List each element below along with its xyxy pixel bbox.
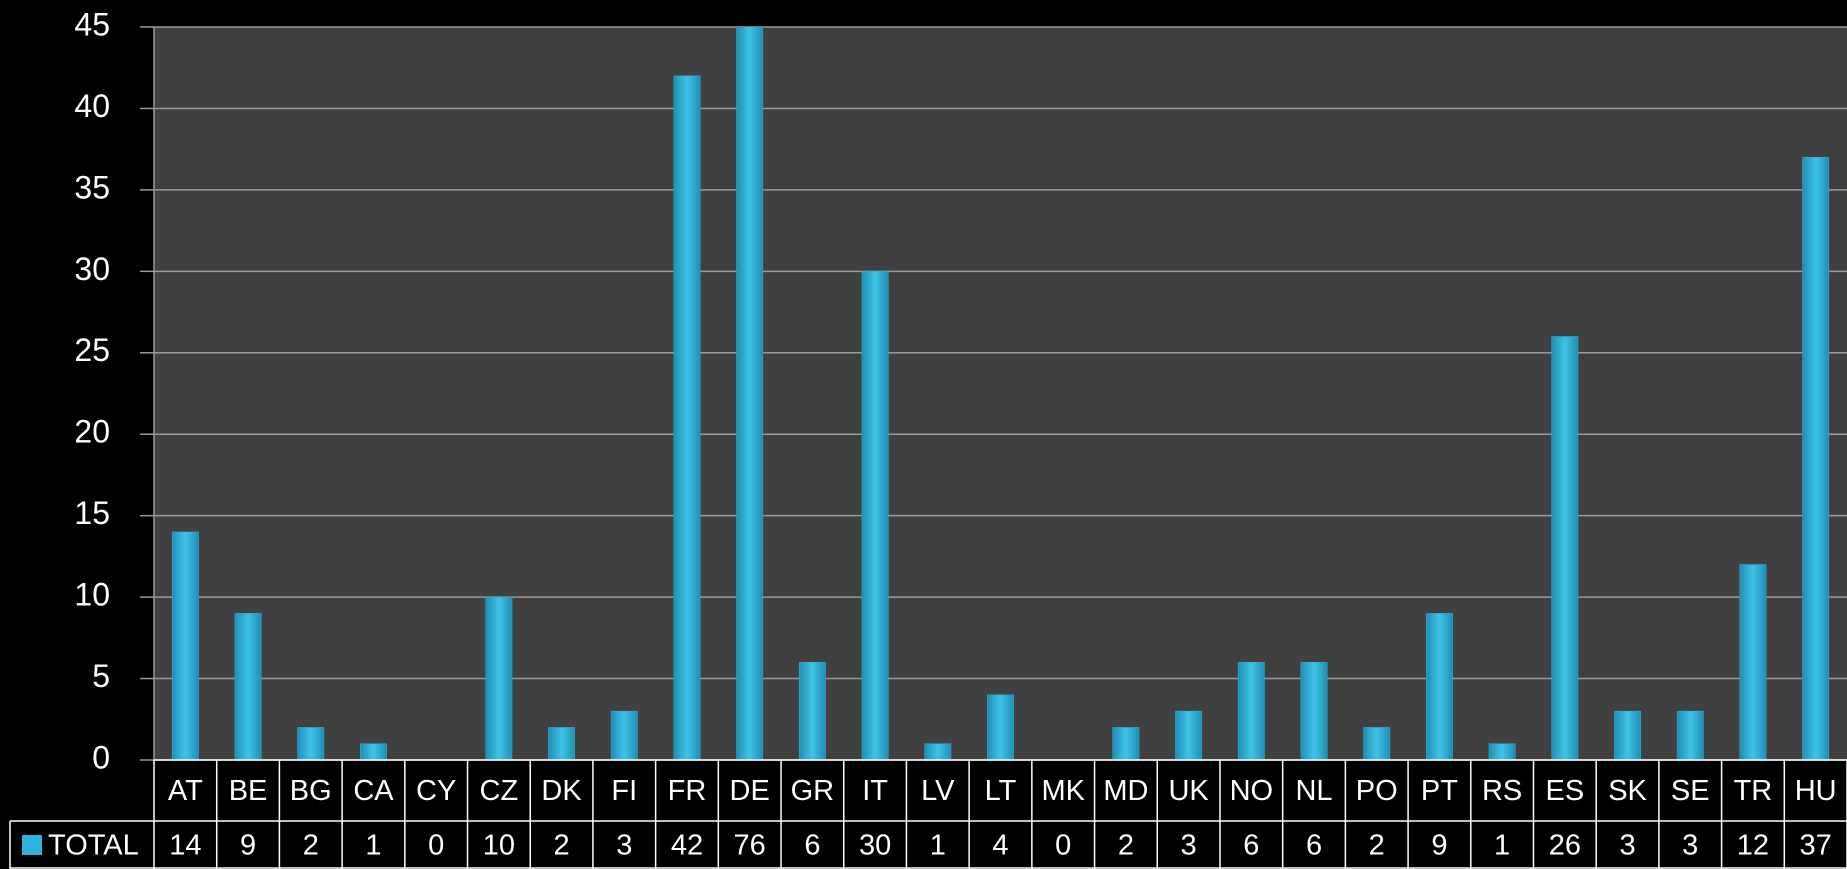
table-value: 30	[859, 830, 891, 862]
table-value: 1	[365, 830, 381, 862]
x-tick-label: SE	[1671, 775, 1710, 807]
y-tick-label: 20	[74, 414, 110, 450]
bar	[171, 531, 199, 760]
table-value: 2	[554, 830, 570, 862]
table-value: 1	[930, 830, 946, 862]
bar	[610, 710, 638, 760]
legend-label: TOTAL	[48, 830, 139, 862]
x-tick-label: PT	[1421, 775, 1458, 807]
x-tick-label: CZ	[480, 775, 519, 807]
table-value: 14	[169, 830, 201, 862]
table-value: 42	[671, 830, 703, 862]
bar	[1300, 662, 1328, 760]
bar	[1175, 710, 1203, 760]
y-tick-label: 5	[92, 658, 110, 694]
x-tick-label: MD	[1103, 775, 1148, 807]
bar	[1614, 710, 1641, 760]
table-value: 0	[428, 830, 444, 862]
bar	[1426, 613, 1453, 760]
bar	[1363, 727, 1391, 760]
bar	[485, 596, 513, 760]
table-value: 9	[240, 830, 256, 862]
x-tick-label: TR	[1734, 775, 1773, 807]
bar	[1739, 564, 1767, 760]
table-value: 12	[1737, 830, 1769, 862]
x-tick-label: GR	[791, 775, 835, 807]
table-value: 76	[734, 830, 766, 862]
table-value: 26	[1549, 830, 1581, 862]
bar	[1112, 727, 1140, 760]
x-tick-label: SK	[1608, 775, 1647, 807]
bar	[360, 743, 387, 760]
x-tick-label: NO	[1230, 775, 1274, 807]
plot-area	[154, 27, 1847, 760]
legend-swatch	[22, 835, 42, 855]
x-tick-label: BG	[290, 775, 332, 807]
bar	[1237, 662, 1265, 760]
x-tick-label: PO	[1356, 775, 1398, 807]
x-tick-label: LV	[921, 775, 955, 807]
x-tick-label: CA	[353, 775, 394, 807]
table-value: 2	[303, 830, 319, 862]
x-tick-label: FR	[668, 775, 707, 807]
table-value: 3	[1682, 830, 1698, 862]
table-value: 6	[804, 830, 820, 862]
x-tick-label: MK	[1041, 775, 1085, 807]
x-tick-label: DK	[541, 775, 582, 807]
x-tick-label: AT	[168, 775, 203, 807]
x-tick-label: HU	[1795, 775, 1837, 807]
y-tick-label: 15	[74, 495, 110, 531]
bar	[673, 75, 701, 760]
table-value: 4	[992, 830, 1008, 862]
table-value: 2	[1369, 830, 1385, 862]
y-tick-label: 30	[74, 251, 110, 287]
y-tick-label: 35	[74, 169, 110, 205]
table-value: 37	[1800, 830, 1832, 862]
table-value: 2	[1118, 830, 1134, 862]
x-tick-label: IT	[862, 775, 888, 807]
x-tick-label: NL	[1295, 775, 1332, 807]
x-tick-label: BE	[229, 775, 268, 807]
bar	[798, 662, 826, 760]
bar	[1488, 743, 1516, 760]
bar	[736, 27, 764, 760]
bar	[297, 727, 325, 760]
y-tick-label: 10	[74, 577, 110, 613]
data-table: TOTAL 14 9 2 1 0 10 2 3 42 76 6 30 1 4 0 2 3 6 6 2 9 1 26 3 3 12 37…	[9, 759, 1847, 869]
y-tick-label: 45	[74, 6, 110, 42]
x-tick-label: RS	[1482, 775, 1522, 807]
bar	[987, 694, 1014, 760]
x-tick-label: DE	[730, 775, 770, 807]
table-value: 6	[1306, 830, 1322, 862]
y-tick-label: 40	[74, 88, 110, 124]
bar	[861, 271, 889, 760]
bar	[1802, 157, 1830, 760]
y-tick-label: 25	[74, 332, 110, 368]
table-value: 6	[1243, 830, 1259, 862]
table-value: 9	[1431, 830, 1447, 862]
bar	[924, 743, 952, 760]
x-tick-label: CY	[416, 775, 456, 807]
table-value: 3	[1619, 830, 1635, 862]
table-value: 3	[616, 830, 632, 862]
x-tick-label: ES	[1545, 775, 1584, 807]
y-tick-label: 0	[92, 739, 110, 775]
table-value: 10	[483, 830, 515, 862]
table-value: 1	[1494, 830, 1510, 862]
x-tick-label: LT	[985, 775, 1017, 807]
bars	[171, 27, 1830, 760]
bar	[234, 613, 262, 760]
bar	[548, 727, 575, 760]
x-tick-label: FI	[611, 775, 637, 807]
bar	[1676, 710, 1704, 760]
bar	[1551, 336, 1579, 760]
table-value: 0	[1055, 830, 1071, 862]
table-value: 3	[1181, 830, 1197, 862]
x-tick-label: UK	[1168, 775, 1209, 807]
